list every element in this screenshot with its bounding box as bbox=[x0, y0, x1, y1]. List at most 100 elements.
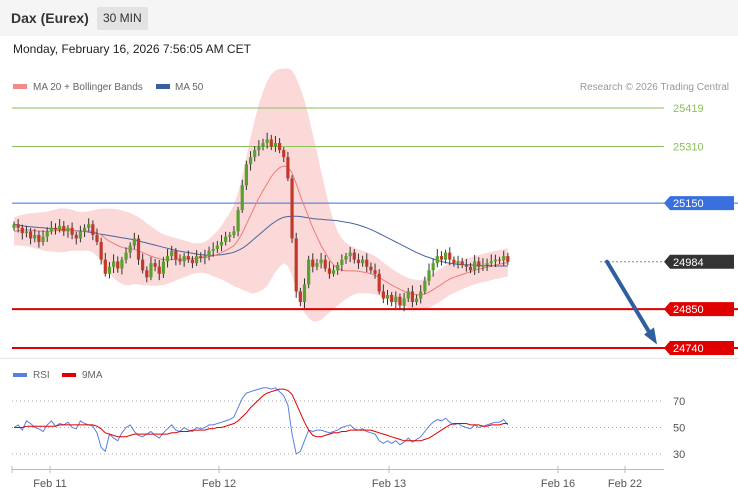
candle-body bbox=[261, 142, 265, 147]
forecast-arrow-head bbox=[644, 327, 657, 345]
candle-body bbox=[402, 298, 406, 306]
candle bbox=[452, 256, 456, 267]
candle bbox=[66, 224, 70, 238]
candle bbox=[385, 290, 390, 305]
candle bbox=[278, 138, 282, 154]
candle bbox=[352, 249, 356, 264]
level-lines-layer: 25419 25310 25150 24984 24850 24740 bbox=[12, 103, 738, 355]
candle-body bbox=[390, 294, 394, 303]
candle bbox=[199, 252, 203, 263]
candle-body bbox=[414, 298, 419, 303]
candle bbox=[62, 221, 66, 236]
candle bbox=[95, 228, 99, 246]
legend-label-ma20: MA 20 + Bollinger Bands bbox=[33, 82, 143, 93]
level-label-25419: 25419 bbox=[673, 103, 704, 115]
candle bbox=[323, 255, 327, 272]
rsi-ma-legend-label: 9MA bbox=[82, 370, 103, 381]
candle-body bbox=[377, 273, 381, 292]
candle bbox=[456, 255, 460, 269]
candle bbox=[473, 255, 477, 275]
candle bbox=[286, 151, 290, 182]
candle-body bbox=[33, 234, 37, 239]
candle-body bbox=[473, 261, 477, 271]
candle bbox=[236, 206, 240, 237]
interval-button[interactable]: 30 MIN bbox=[97, 7, 148, 30]
candle bbox=[307, 255, 311, 289]
candle bbox=[361, 255, 365, 267]
candle bbox=[336, 262, 340, 275]
candle-body bbox=[82, 227, 87, 232]
candle bbox=[58, 218, 62, 233]
candle-body bbox=[435, 256, 439, 264]
candle bbox=[502, 250, 506, 266]
candle-body bbox=[161, 261, 165, 274]
candle-body bbox=[464, 264, 468, 267]
candle-body bbox=[423, 280, 427, 292]
ma50-line bbox=[13, 215, 508, 267]
candle-body bbox=[91, 224, 95, 235]
candle bbox=[444, 249, 448, 264]
candle-body bbox=[381, 291, 385, 299]
candle bbox=[253, 146, 257, 162]
candle bbox=[145, 266, 149, 283]
candle bbox=[244, 160, 248, 191]
candle-body bbox=[53, 227, 58, 230]
candle bbox=[12, 221, 16, 231]
candle-body bbox=[315, 263, 319, 267]
candle-body bbox=[294, 238, 298, 292]
level-label-24740: 24740 bbox=[673, 343, 704, 355]
candle-body bbox=[506, 256, 510, 262]
candle bbox=[182, 252, 186, 267]
level-tag-24740 bbox=[664, 341, 734, 355]
candle bbox=[16, 218, 20, 233]
candle bbox=[460, 257, 464, 269]
level-label-24984: 24984 bbox=[673, 257, 704, 269]
candle-body bbox=[190, 259, 195, 264]
candle bbox=[211, 242, 215, 257]
candle bbox=[91, 220, 95, 241]
candle bbox=[419, 285, 423, 304]
candle bbox=[219, 234, 224, 252]
candle bbox=[302, 278, 307, 309]
candle-body bbox=[269, 139, 273, 147]
candle-body bbox=[302, 284, 307, 303]
candle-body bbox=[236, 210, 240, 232]
rsi-tick-30: 30 bbox=[673, 449, 685, 461]
candle-body bbox=[282, 150, 286, 158]
x-tick-label: Feb 11 bbox=[33, 478, 66, 490]
candle bbox=[103, 252, 107, 277]
candle-body bbox=[248, 157, 253, 165]
candle-body bbox=[344, 256, 348, 260]
candle bbox=[311, 253, 315, 273]
candle-body bbox=[394, 296, 398, 303]
candle-body bbox=[149, 263, 153, 278]
candle-body bbox=[365, 259, 369, 267]
candle bbox=[49, 221, 53, 235]
candle-body bbox=[406, 291, 410, 299]
candle-body bbox=[348, 252, 352, 257]
candle-body bbox=[244, 164, 248, 186]
candle-body bbox=[178, 259, 182, 262]
candle bbox=[402, 292, 406, 312]
candle bbox=[112, 254, 116, 274]
candle-body bbox=[331, 270, 336, 274]
candle bbox=[348, 246, 352, 263]
candle bbox=[294, 232, 298, 298]
candle-body bbox=[257, 146, 261, 151]
candle bbox=[165, 249, 170, 268]
candle bbox=[290, 175, 294, 244]
candle-body bbox=[385, 294, 390, 299]
rsi-legend-swatch bbox=[13, 373, 27, 377]
candle bbox=[485, 258, 489, 271]
candle-body bbox=[70, 227, 74, 235]
level-label-24850: 24850 bbox=[673, 304, 704, 316]
candle-body bbox=[170, 250, 174, 257]
rsi-legend: RSI 9MA bbox=[13, 370, 103, 381]
level-tag-24984 bbox=[664, 254, 734, 269]
candle-body bbox=[290, 178, 294, 239]
candle bbox=[82, 224, 87, 238]
candle-body bbox=[112, 261, 116, 267]
copyright-text: Research © 2026 Trading Central bbox=[580, 82, 729, 93]
candle bbox=[381, 284, 385, 304]
candle bbox=[497, 256, 502, 264]
